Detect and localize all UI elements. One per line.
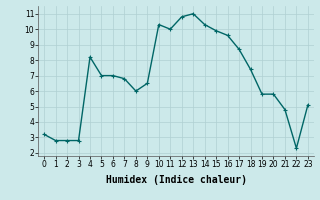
X-axis label: Humidex (Indice chaleur): Humidex (Indice chaleur) (106, 175, 246, 185)
